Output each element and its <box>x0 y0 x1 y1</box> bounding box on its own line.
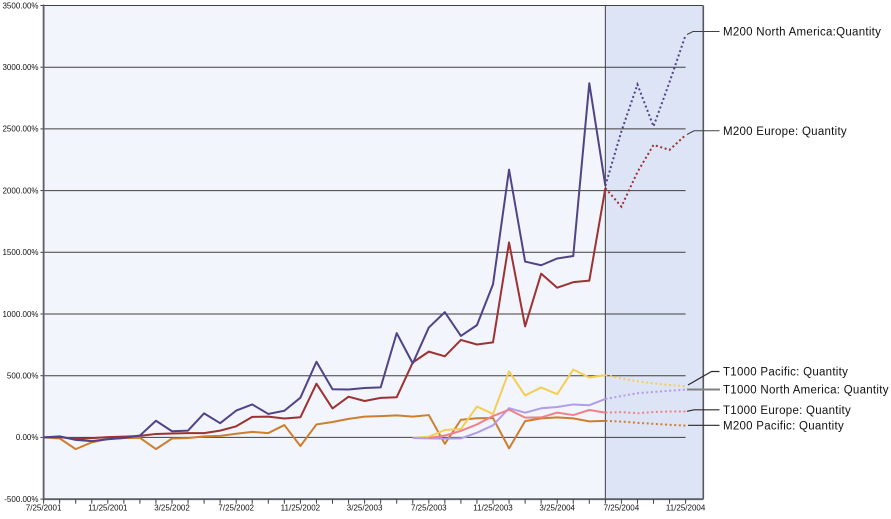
svg-text:11/25/2002: 11/25/2002 <box>281 504 321 513</box>
svg-text:7/25/2003: 7/25/2003 <box>411 504 447 513</box>
svg-text:0.00%: 0.00% <box>16 433 39 442</box>
svg-text:7/25/2001: 7/25/2001 <box>26 504 62 513</box>
svg-text:3/25/2004: 3/25/2004 <box>539 504 575 513</box>
svg-text:11/25/2003: 11/25/2003 <box>473 504 513 513</box>
svg-text:1500.00%: 1500.00% <box>2 248 38 257</box>
svg-text:11/25/2001: 11/25/2001 <box>88 504 128 513</box>
svg-text:T1000 North America: Quantity: T1000 North America: Quantity <box>723 385 889 397</box>
svg-text:2500.00%: 2500.00% <box>2 125 38 134</box>
svg-text:2000.00%: 2000.00% <box>2 186 38 195</box>
svg-text:7/25/2004: 7/25/2004 <box>604 504 640 513</box>
svg-text:11/25/2004: 11/25/2004 <box>666 504 706 513</box>
svg-text:3/25/2002: 3/25/2002 <box>154 504 190 513</box>
svg-text:T1000 Pacific: Quantity: T1000 Pacific: Quantity <box>723 367 848 379</box>
svg-text:1000.00%: 1000.00% <box>2 310 38 319</box>
svg-text:T1000 Europe: Quantity: T1000 Europe: Quantity <box>723 405 851 417</box>
svg-text:-500.00%: -500.00% <box>4 495 38 504</box>
svg-text:M200 North America:Quantity: M200 North America:Quantity <box>723 27 881 39</box>
svg-text:500.00%: 500.00% <box>7 372 39 381</box>
svg-text:3500.00%: 3500.00% <box>2 1 38 10</box>
svg-text:3000.00%: 3000.00% <box>2 63 38 72</box>
svg-text:3/25/2003: 3/25/2003 <box>347 504 383 513</box>
svg-text:M200 Europe: Quantity: M200 Europe: Quantity <box>723 126 847 138</box>
svg-text:7/25/2002: 7/25/2002 <box>218 504 254 513</box>
svg-text:M200 Pacific: Quantity: M200 Pacific: Quantity <box>723 420 844 432</box>
